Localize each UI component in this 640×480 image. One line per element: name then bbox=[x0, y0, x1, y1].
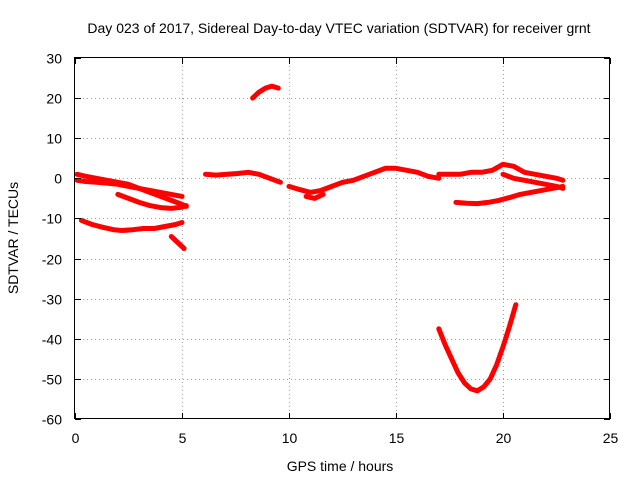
grid-lines bbox=[75, 58, 610, 419]
data-series-arc-8 bbox=[286, 165, 442, 195]
plot-frame bbox=[74, 57, 610, 419]
x-tick-label: 25 bbox=[603, 430, 619, 446]
axis-ticks bbox=[75, 58, 611, 420]
chart-title: Day 023 of 2017, Sidereal Day-to-day VTE… bbox=[87, 20, 590, 36]
y-tick-label: 20 bbox=[46, 91, 62, 107]
data-series-arc-13 bbox=[436, 302, 519, 394]
y-tick-label: -50 bbox=[42, 372, 62, 388]
x-tick-label: 10 bbox=[282, 430, 298, 446]
data-series-arc-10 bbox=[436, 161, 566, 183]
y-tick-label: 10 bbox=[46, 131, 62, 147]
data-series-arc-6 bbox=[203, 169, 283, 185]
data-series-arc-3 bbox=[115, 191, 189, 211]
data-series-arc-4 bbox=[78, 217, 185, 233]
x-tick-label: 0 bbox=[72, 430, 80, 446]
data-series-arc-5 bbox=[168, 234, 187, 251]
data-series-arc-7 bbox=[250, 83, 281, 101]
y-tick-label: 0 bbox=[54, 171, 62, 187]
y-tick-label: -40 bbox=[42, 332, 62, 348]
y-tick-label: 30 bbox=[46, 51, 62, 67]
y-tick-label: -10 bbox=[42, 211, 62, 227]
y-tick-label: -30 bbox=[42, 292, 62, 308]
data-series-arc-12 bbox=[453, 183, 566, 207]
data-series-arc-9 bbox=[303, 191, 326, 201]
y-tick-label: -60 bbox=[42, 412, 62, 428]
x-tick-label: 5 bbox=[179, 430, 187, 446]
data-series-arc-2 bbox=[74, 177, 185, 199]
series-layer bbox=[74, 83, 566, 394]
y-tick-label: -20 bbox=[42, 252, 62, 268]
x-axis-label: GPS time / hours bbox=[287, 458, 394, 474]
x-tick-label: 15 bbox=[389, 430, 405, 446]
y-axis-label: SDTVAR / TECUs bbox=[5, 182, 21, 294]
x-tick-label: 20 bbox=[496, 430, 512, 446]
